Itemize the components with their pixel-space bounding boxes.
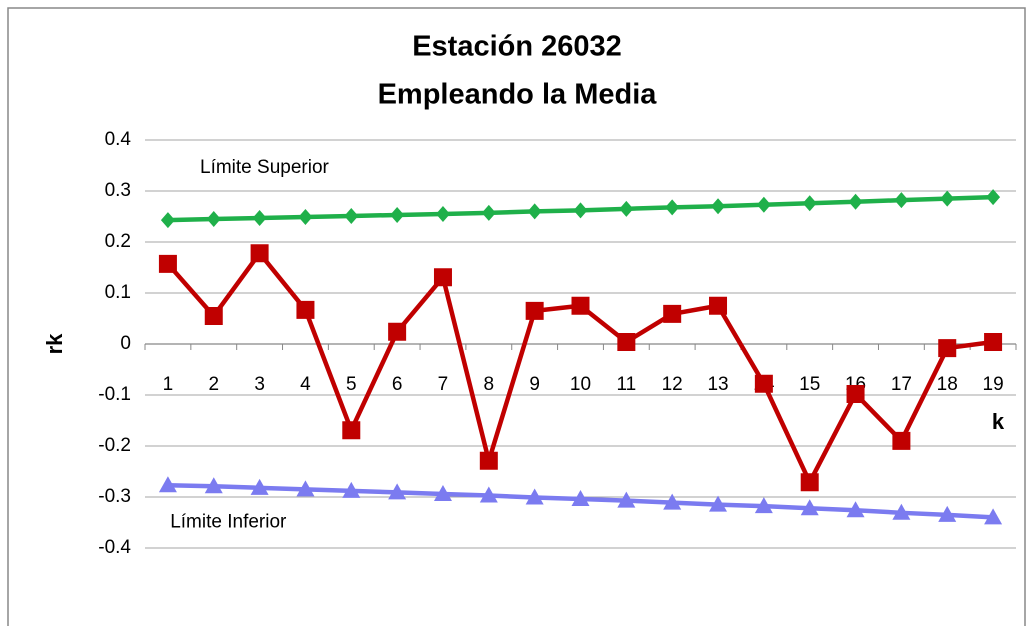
- y-tick-label: 0.4: [105, 129, 132, 150]
- marker: [984, 332, 1003, 351]
- marker: [344, 207, 359, 224]
- marker: [846, 384, 865, 403]
- marker: [388, 483, 407, 500]
- x-tick-label: 5: [346, 374, 357, 395]
- marker: [617, 332, 636, 351]
- marker: [481, 204, 496, 221]
- marker: [802, 195, 817, 212]
- marker: [298, 209, 313, 226]
- marker: [800, 473, 819, 492]
- x-tick-label: 11: [616, 374, 636, 395]
- chart-border: [7, 7, 1026, 626]
- marker: [709, 296, 728, 315]
- marker: [204, 477, 223, 494]
- marker: [204, 306, 223, 325]
- marker: [938, 505, 957, 522]
- marker: [571, 490, 590, 507]
- marker: [525, 301, 544, 320]
- chart-title: Estación 26032: [412, 31, 622, 63]
- marker: [986, 189, 1001, 206]
- marker: [160, 212, 175, 229]
- marker: [390, 206, 405, 223]
- marker: [892, 431, 911, 450]
- marker: [754, 497, 773, 514]
- marker: [663, 493, 682, 510]
- x-tick-label: 9: [529, 374, 540, 395]
- marker: [665, 199, 680, 216]
- marker: [940, 190, 955, 207]
- x-tick-label: 15: [799, 374, 820, 395]
- marker: [894, 192, 909, 209]
- marker: [800, 499, 819, 516]
- y-tick-label: -0.2: [98, 435, 131, 456]
- marker: [573, 202, 588, 219]
- x-tick-label: 19: [983, 374, 1004, 395]
- marker: [252, 210, 267, 227]
- marker: [619, 200, 634, 217]
- marker: [617, 491, 636, 508]
- marker: [342, 421, 361, 440]
- marker: [479, 451, 498, 470]
- annotation: Límite Inferior: [170, 512, 287, 533]
- marker: [158, 254, 177, 273]
- marker: [525, 488, 544, 505]
- x-tick-label: 7: [438, 374, 449, 395]
- y-tick-label: 0.1: [105, 282, 131, 303]
- x-tick-label: 13: [707, 374, 728, 395]
- marker: [479, 486, 498, 503]
- x-tick-label: 17: [891, 374, 912, 395]
- x-tick-label: 10: [570, 374, 591, 395]
- y-axis-label: rk: [42, 333, 67, 355]
- y-tick-label: 0.2: [105, 231, 131, 252]
- marker: [892, 503, 911, 520]
- x-tick-label: 18: [937, 374, 958, 395]
- marker: [754, 374, 773, 393]
- marker: [296, 300, 315, 319]
- annotation: Límite Superior: [200, 157, 330, 178]
- marker: [756, 196, 771, 213]
- marker: [527, 203, 542, 220]
- marker: [158, 476, 177, 493]
- y-tick-label: -0.4: [98, 537, 131, 558]
- marker: [206, 211, 221, 228]
- y-tick-label: 0.3: [105, 180, 131, 201]
- y-tick-label: 0: [120, 333, 131, 354]
- marker: [938, 339, 957, 358]
- x-tick-label: 4: [300, 374, 311, 395]
- chart-title: Empleando la Media: [378, 79, 658, 111]
- y-tick-label: -0.1: [98, 384, 131, 405]
- marker: [846, 501, 865, 518]
- marker: [984, 508, 1003, 525]
- marker: [342, 481, 361, 498]
- marker: [433, 268, 452, 287]
- marker: [435, 205, 450, 222]
- x-tick-label: 8: [484, 374, 495, 395]
- x-tick-label: 2: [208, 374, 219, 395]
- x-tick-label: 6: [392, 374, 403, 395]
- marker: [433, 484, 452, 501]
- x-axis-label: k: [992, 409, 1005, 434]
- marker: [250, 244, 269, 263]
- x-tick-label: 12: [662, 374, 683, 395]
- y-tick-label: -0.3: [98, 486, 131, 507]
- marker: [848, 193, 863, 210]
- marker: [663, 304, 682, 323]
- marker: [711, 198, 726, 215]
- marker: [571, 296, 590, 315]
- marker: [296, 480, 315, 497]
- x-tick-label: 3: [254, 374, 265, 395]
- marker: [709, 495, 728, 512]
- marker: [250, 478, 269, 495]
- marker: [388, 322, 407, 341]
- x-tick-label: 1: [163, 374, 174, 395]
